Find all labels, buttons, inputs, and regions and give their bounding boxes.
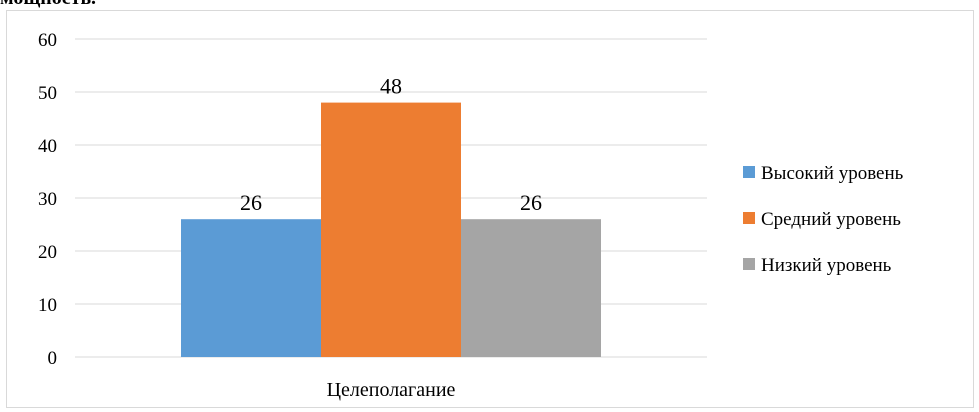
bar-chart: 0 10 20 30 40 50 60 26 48 26 Целеполагание Высок…: [38, 30, 904, 401]
data-label: 48: [380, 74, 402, 99]
y-tick-label: 30: [38, 189, 57, 210]
legend-swatch: [743, 166, 755, 178]
data-labels: 26 48 26: [240, 74, 542, 216]
legend: Высокий уровень Средний уровень Низкий уро…: [743, 163, 904, 276]
y-tick-label: 20: [38, 242, 57, 263]
y-axis-ticks: 0 10 20 30 40 50 60: [38, 30, 57, 369]
bars: [181, 102, 601, 357]
bar: [181, 219, 321, 357]
legend-swatch: [743, 212, 755, 224]
x-axis-categories: Целеполагание: [327, 379, 456, 401]
legend-swatch: [743, 258, 755, 270]
legend-entry: Высокий уровень: [761, 163, 904, 184]
clipped-heading: мощность.: [0, 0, 96, 9]
y-tick-label: 50: [38, 83, 57, 104]
bar: [321, 102, 461, 357]
y-tick-label: 0: [48, 348, 58, 369]
data-label: 26: [520, 190, 542, 215]
y-tick-label: 10: [38, 295, 57, 316]
chart-area: 0 10 20 30 40 50 60 26 48 26 Целеполагание Высок…: [6, 10, 974, 408]
y-tick-label: 60: [38, 30, 57, 51]
legend-entry: Низкий уровень: [761, 255, 892, 276]
x-category-label: Целеполагание: [327, 379, 456, 401]
bar: [461, 219, 601, 357]
data-label: 26: [240, 190, 262, 215]
legend-entry: Средний уровень: [761, 209, 901, 230]
y-tick-label: 40: [38, 136, 57, 157]
